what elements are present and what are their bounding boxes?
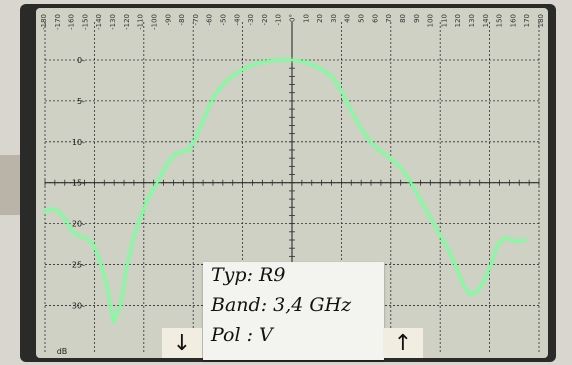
x-tick-label: -50 xyxy=(219,14,227,25)
x-tick-label: 40 xyxy=(344,14,352,23)
x-tick-label: -80 xyxy=(178,14,186,25)
x-tick-label: 0° xyxy=(289,14,297,22)
y-tick-label: 20- xyxy=(72,220,85,229)
note-type: Typ: R9 xyxy=(211,264,286,286)
x-tick-label: -10 xyxy=(275,14,283,25)
x-tick-label: 160 xyxy=(509,14,517,27)
x-tick-label: 30 xyxy=(330,14,338,23)
bezel-clip xyxy=(0,155,20,215)
x-tick-label: 50 xyxy=(358,14,366,23)
x-tick-label: -70 xyxy=(192,14,200,25)
x-tick-label: 150 xyxy=(496,14,504,27)
x-tick-label: 20 xyxy=(316,14,324,23)
x-tick-label: 140 xyxy=(482,14,490,27)
up-arrow-icon: ↑ xyxy=(383,328,423,358)
x-tick-label: 70 xyxy=(385,14,393,23)
note-band: Band: 3,4 GHz xyxy=(211,294,352,316)
x-tick-label: -30 xyxy=(247,14,255,25)
x-tick-label: -170 xyxy=(54,14,62,30)
x-tick-label: 180 xyxy=(537,14,545,27)
x-tick-label: 90 xyxy=(413,14,421,23)
x-tick-label: -130 xyxy=(109,14,117,30)
trace-line xyxy=(43,58,527,323)
pattern-trace xyxy=(42,57,529,325)
x-tick-label: -60 xyxy=(206,14,214,25)
x-tick-label: 10 xyxy=(302,14,310,23)
x-tick-label: -110 xyxy=(137,14,145,30)
y-tick-label: 30- xyxy=(72,301,85,310)
y-tick-label: 25- xyxy=(72,261,85,270)
note-polarization: Pol : V xyxy=(211,324,273,346)
x-tick-label: -40 xyxy=(233,14,241,25)
x-tick-label: 170 xyxy=(523,14,531,27)
y-axis-unit: dB xyxy=(57,347,68,356)
tick-labels: -180 -170 -160 -150 -140 -130 -120 -110 -100 -90-… xyxy=(40,14,545,310)
x-tick-label: 110 xyxy=(440,14,448,27)
x-tick-label: 100 xyxy=(427,14,435,27)
label-card: Typ: R9 Band: 3,4 GHz Pol : V xyxy=(203,262,384,360)
x-tick-label: -160 xyxy=(68,14,76,30)
down-arrow-icon: ↓ xyxy=(162,328,202,358)
x-tick-label: 60 xyxy=(371,14,379,23)
x-tick-label: -20 xyxy=(261,14,269,25)
y-tick-label: 15- xyxy=(72,179,85,188)
x-tick-label: -100 xyxy=(150,14,158,30)
y-tick-label: 10- xyxy=(72,138,85,147)
y-tick-label: 5- xyxy=(77,97,85,106)
x-tick-label: -90 xyxy=(164,14,172,25)
x-tick-label: 130 xyxy=(468,14,476,27)
x-tick-label: -180 xyxy=(40,14,48,30)
x-tick-label: -150 xyxy=(81,14,89,30)
y-tick-label: 0- xyxy=(77,56,85,65)
x-tick-label: 120 xyxy=(454,14,462,27)
x-tick-label: 80 xyxy=(399,14,407,23)
x-tick-label: -140 xyxy=(95,14,103,30)
x-tick-label: -120 xyxy=(123,14,131,30)
